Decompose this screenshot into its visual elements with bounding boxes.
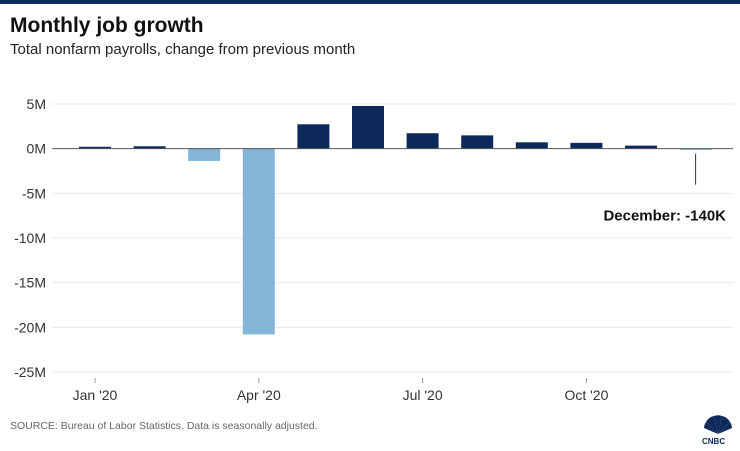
y-tick-label: -15M	[14, 275, 46, 291]
x-tick-label: Jan '20	[73, 387, 118, 403]
bar	[515, 142, 548, 149]
y-tick-label: -25M	[14, 364, 46, 380]
annotation-label: December: -140K	[603, 208, 726, 225]
chart-subtitle: Total nonfarm payrolls, change from prev…	[10, 41, 356, 58]
bar	[133, 146, 166, 149]
logo-text: CNBC	[702, 437, 726, 446]
bar	[625, 145, 657, 149]
source-note: SOURCE: Bureau of Labor Statistics. Data…	[10, 420, 318, 432]
bar	[352, 105, 384, 149]
bar	[297, 124, 330, 149]
x-tick-label: Apr '20	[237, 387, 281, 403]
top-brand-bar	[0, 0, 740, 4]
x-tick-label: Oct '20	[564, 387, 608, 403]
bar	[79, 146, 111, 149]
cnbc-peacock-logo-icon	[704, 415, 732, 434]
bar	[570, 142, 603, 149]
bar	[461, 135, 494, 149]
bar	[242, 148, 275, 335]
y-tick-label: -20M	[14, 319, 46, 335]
y-tick-label: -5M	[22, 185, 46, 201]
y-tick-label: 0M	[27, 141, 46, 157]
chart-title: Monthly job growth	[10, 14, 204, 37]
bar	[406, 133, 439, 149]
y-tick-label: -10M	[14, 230, 46, 246]
bar	[679, 148, 712, 150]
x-tick-label: Jul '20	[403, 387, 443, 403]
y-tick-label: 5M	[27, 96, 46, 112]
bar	[188, 148, 221, 161]
